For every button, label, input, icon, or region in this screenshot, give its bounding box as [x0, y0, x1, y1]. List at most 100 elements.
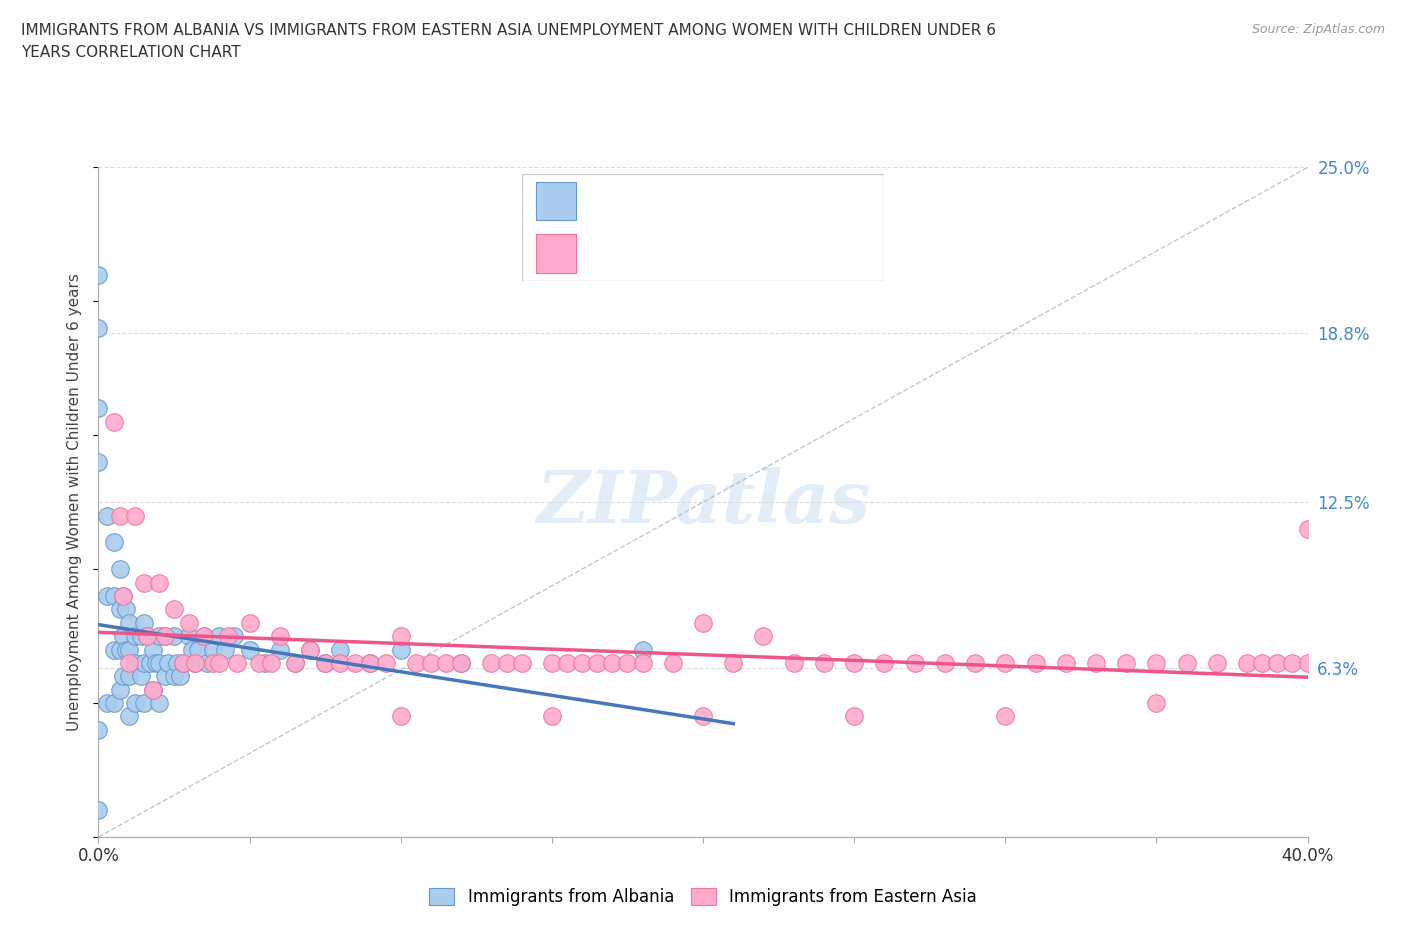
Point	[184, 656, 207, 671]
Point	[96, 508, 118, 523]
Point	[153, 629, 176, 644]
Point	[571, 656, 593, 671]
Point	[965, 656, 987, 671]
Text: Source: ZipAtlas.com: Source: ZipAtlas.com	[1251, 23, 1385, 36]
Point	[132, 656, 155, 671]
Point	[163, 629, 186, 644]
Point	[96, 696, 118, 711]
Point	[450, 656, 472, 671]
Point	[193, 629, 215, 644]
Point	[208, 656, 231, 671]
Point	[202, 656, 225, 671]
Point	[217, 629, 239, 644]
Point	[540, 709, 562, 724]
Legend: Immigrants from Albania, Immigrants from Eastern Asia: Immigrants from Albania, Immigrants from…	[423, 881, 983, 912]
Point	[692, 616, 714, 631]
Point	[87, 803, 110, 817]
Point	[1115, 656, 1137, 671]
Point	[269, 642, 291, 657]
Point	[434, 656, 457, 671]
Point	[148, 575, 170, 590]
Point	[481, 656, 503, 671]
Point	[214, 642, 236, 657]
Point	[299, 642, 322, 657]
Point	[111, 589, 134, 604]
Point	[247, 656, 270, 671]
Point	[1296, 522, 1319, 537]
Point	[284, 656, 307, 671]
Point	[179, 629, 201, 644]
Point	[540, 656, 562, 671]
Point	[329, 642, 352, 657]
Point	[179, 616, 201, 631]
Point	[103, 642, 125, 657]
Point	[156, 656, 179, 671]
Point	[226, 656, 249, 671]
Point	[555, 656, 578, 671]
Point	[148, 656, 170, 671]
Point	[103, 535, 125, 550]
Point	[631, 656, 654, 671]
Point	[87, 321, 110, 336]
Point	[994, 656, 1017, 671]
Point	[314, 656, 336, 671]
Point	[148, 629, 170, 644]
Point	[260, 656, 283, 671]
Point	[1251, 656, 1274, 671]
Point	[142, 683, 165, 698]
Point	[124, 508, 146, 523]
Point	[103, 415, 125, 430]
Point	[114, 602, 136, 617]
Point	[153, 669, 176, 684]
Point	[172, 656, 194, 671]
Point	[114, 642, 136, 657]
Point	[752, 629, 775, 644]
Point	[631, 642, 654, 657]
Point	[873, 656, 896, 671]
Point	[124, 696, 146, 711]
Point	[124, 629, 146, 644]
Point	[195, 656, 218, 671]
Point	[374, 656, 396, 671]
Point	[118, 642, 141, 657]
Point	[139, 656, 162, 671]
Point	[108, 602, 131, 617]
Point	[783, 656, 806, 671]
Text: YEARS CORRELATION CHART: YEARS CORRELATION CHART	[21, 45, 240, 60]
Point	[844, 709, 866, 724]
Point	[1296, 656, 1319, 671]
Point	[108, 562, 131, 577]
Point	[135, 629, 157, 644]
Point	[108, 683, 131, 698]
Point	[586, 656, 609, 671]
Point	[1054, 656, 1077, 671]
Point	[118, 616, 141, 631]
Point	[239, 616, 262, 631]
Point	[360, 656, 382, 671]
Point	[495, 656, 517, 671]
Point	[135, 629, 157, 644]
Point	[239, 642, 262, 657]
Point	[103, 696, 125, 711]
Point	[1175, 656, 1198, 671]
Point	[108, 642, 131, 657]
Point	[129, 629, 152, 644]
Point	[299, 642, 322, 657]
Point	[163, 602, 186, 617]
Point	[172, 656, 194, 671]
Point	[314, 656, 336, 671]
Point	[269, 629, 291, 644]
Point	[1267, 656, 1289, 671]
Point	[118, 709, 141, 724]
Point	[181, 642, 204, 657]
Point	[132, 696, 155, 711]
Point	[111, 589, 134, 604]
Point	[389, 642, 412, 657]
Point	[132, 575, 155, 590]
Point	[132, 616, 155, 631]
Point	[602, 656, 624, 671]
Point	[1144, 656, 1167, 671]
Point	[723, 656, 745, 671]
Point	[1024, 656, 1046, 671]
Point	[129, 669, 152, 684]
